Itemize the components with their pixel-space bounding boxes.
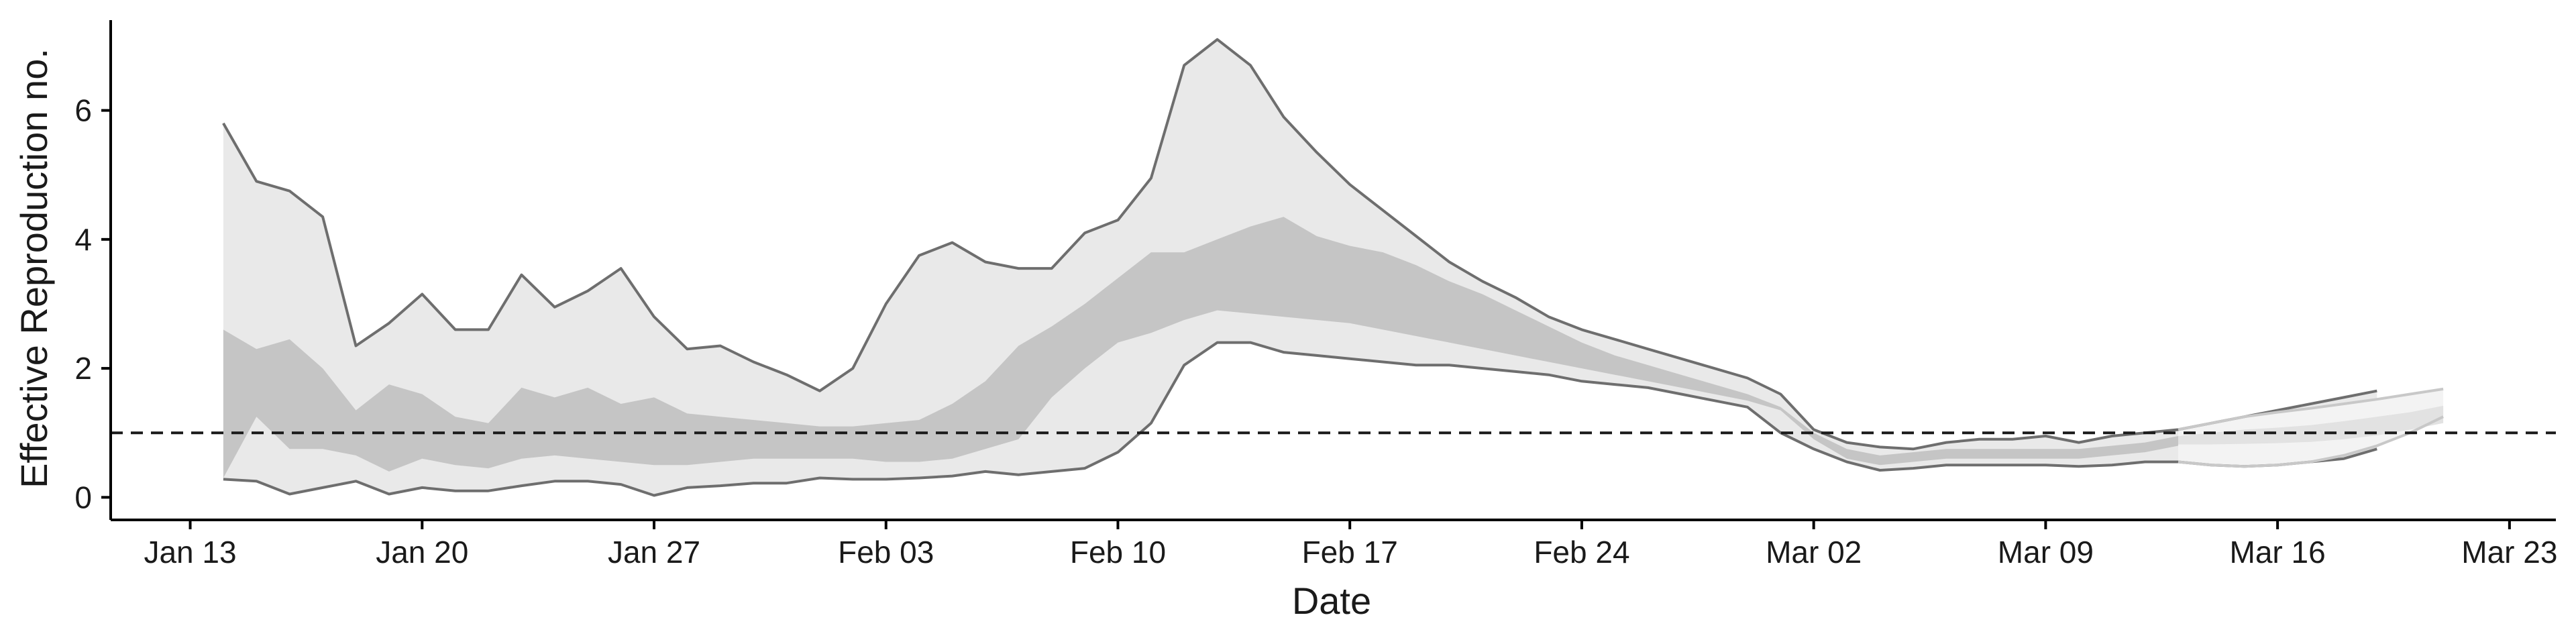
y-axis-ticks: 0 2 4 6 xyxy=(74,93,111,515)
y-tick-label: 4 xyxy=(74,222,92,257)
axes xyxy=(109,20,2556,521)
upper-90-line xyxy=(222,38,2377,451)
bound-lines xyxy=(222,38,2444,497)
band-50-interval xyxy=(223,217,2377,478)
tail-upper-90-line xyxy=(2178,387,2444,431)
x-tick-label: Mar 02 xyxy=(1766,535,1862,570)
x-tick-label: Feb 24 xyxy=(1534,535,1629,570)
y-axis-title: Effective Reproduction no. xyxy=(13,48,55,488)
tail-lower-90-line xyxy=(2178,415,2444,468)
tail-band-50 xyxy=(2178,405,2444,445)
x-tick-label: Mar 23 xyxy=(2461,535,2557,570)
x-tick-label: Jan 13 xyxy=(144,535,236,570)
lower-90-line xyxy=(223,341,2377,497)
x-tick-label: Mar 16 xyxy=(2230,535,2326,570)
x-tick-label: Feb 03 xyxy=(838,535,934,570)
y-tick-label: 6 xyxy=(74,93,92,128)
interval-bands xyxy=(223,39,2444,496)
x-tick-label: Mar 09 xyxy=(1998,535,2094,570)
x-tick-label: Feb 10 xyxy=(1070,535,1166,570)
x-tick-label: Jan 20 xyxy=(376,535,468,570)
x-axis-title: Date xyxy=(1292,580,1371,622)
x-tick-label: Feb 17 xyxy=(1302,535,1398,570)
y-tick-label: 2 xyxy=(74,351,92,386)
x-tick-label: Jan 27 xyxy=(608,535,700,570)
y-tick-label: 0 xyxy=(74,480,92,515)
x-axis-ticks: Jan 13 Jan 20 Jan 27 Feb 03 Feb 10 Feb 17 Feb … xyxy=(144,520,2557,570)
